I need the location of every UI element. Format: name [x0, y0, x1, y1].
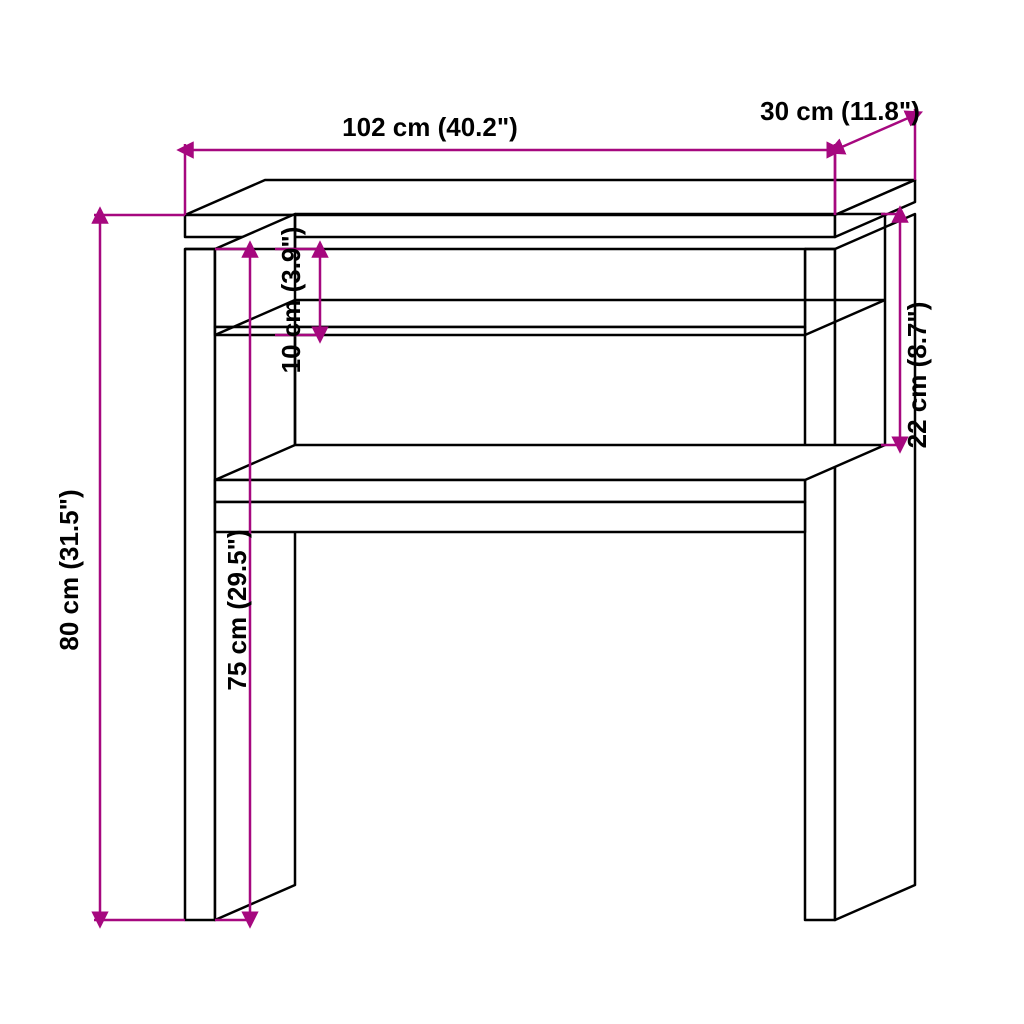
svg-text:75 cm (29.5"): 75 cm (29.5"): [222, 529, 252, 690]
svg-text:30 cm (11.8"): 30 cm (11.8"): [760, 96, 920, 126]
svg-text:22 cm (8.7"): 22 cm (8.7"): [902, 302, 932, 449]
svg-text:102 cm (40.2"): 102 cm (40.2"): [342, 112, 518, 142]
svg-text:80 cm (31.5"): 80 cm (31.5"): [54, 489, 84, 650]
svg-text:10 cm (3.9"): 10 cm (3.9"): [276, 227, 306, 374]
furniture-dimension-diagram: 102 cm (40.2") 30 cm (11.8") 80 cm (31.5")…: [0, 0, 1024, 1024]
